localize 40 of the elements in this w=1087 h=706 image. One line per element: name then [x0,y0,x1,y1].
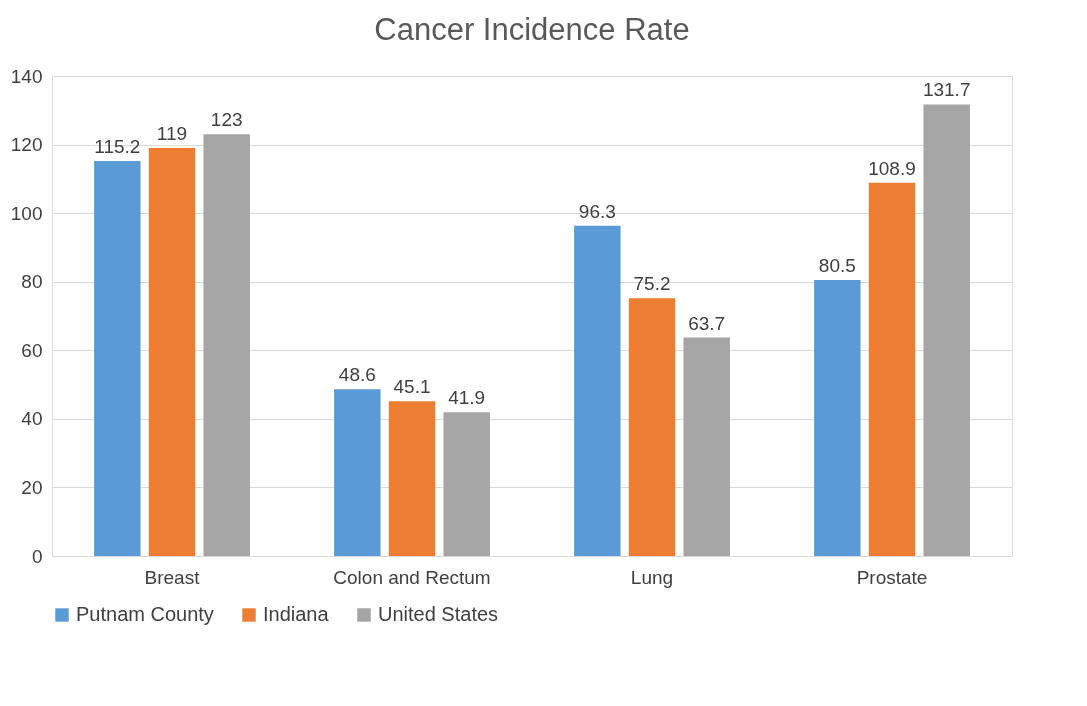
y-tick-label: 60 [21,339,43,361]
bar [923,104,970,556]
y-tick-label: 80 [21,271,43,293]
bar [148,148,196,556]
y-tick-label: 20 [21,476,43,498]
y-tick-label: 100 [10,202,43,224]
data-label: 108.9 [868,157,916,179]
data-label: 45.1 [393,376,431,398]
data-label: 96.3 [578,200,616,222]
data-label: 63.7 [688,312,726,334]
bar [868,182,916,556]
chart-title: Cancer Incidence Rate [374,12,690,47]
bar [388,401,436,556]
legend-label: United States [378,603,499,625]
y-tick-label: 40 [21,408,43,430]
legend-label: Putnam County [76,603,214,625]
y-tick-label: 120 [10,134,43,156]
data-label: 131.7 [922,79,971,101]
data-label: 41.9 [448,387,486,409]
bar [628,298,676,556]
x-tick-label: Breast [144,566,201,588]
bar [683,337,730,556]
data-label: 123 [210,109,243,131]
bar [574,225,621,556]
bar [94,161,141,556]
bar [443,412,490,556]
x-tick-label: Lung [630,566,674,588]
x-tick-label: Colon and Rectum [333,566,491,588]
y-tick-label: 0 [31,545,43,567]
data-label: 119 [156,123,188,144]
data-label: 80.5 [818,255,856,276]
data-label: 48.6 [338,364,376,386]
bar [814,280,861,556]
legend-label: Indiana [263,603,330,625]
bar [334,389,381,556]
bar [203,134,250,556]
data-label: 75.2 [633,273,671,295]
x-tick-label: Prostate [856,566,928,588]
data-label: 115.2 [94,136,141,158]
y-tick-label: 140 [10,65,43,87]
